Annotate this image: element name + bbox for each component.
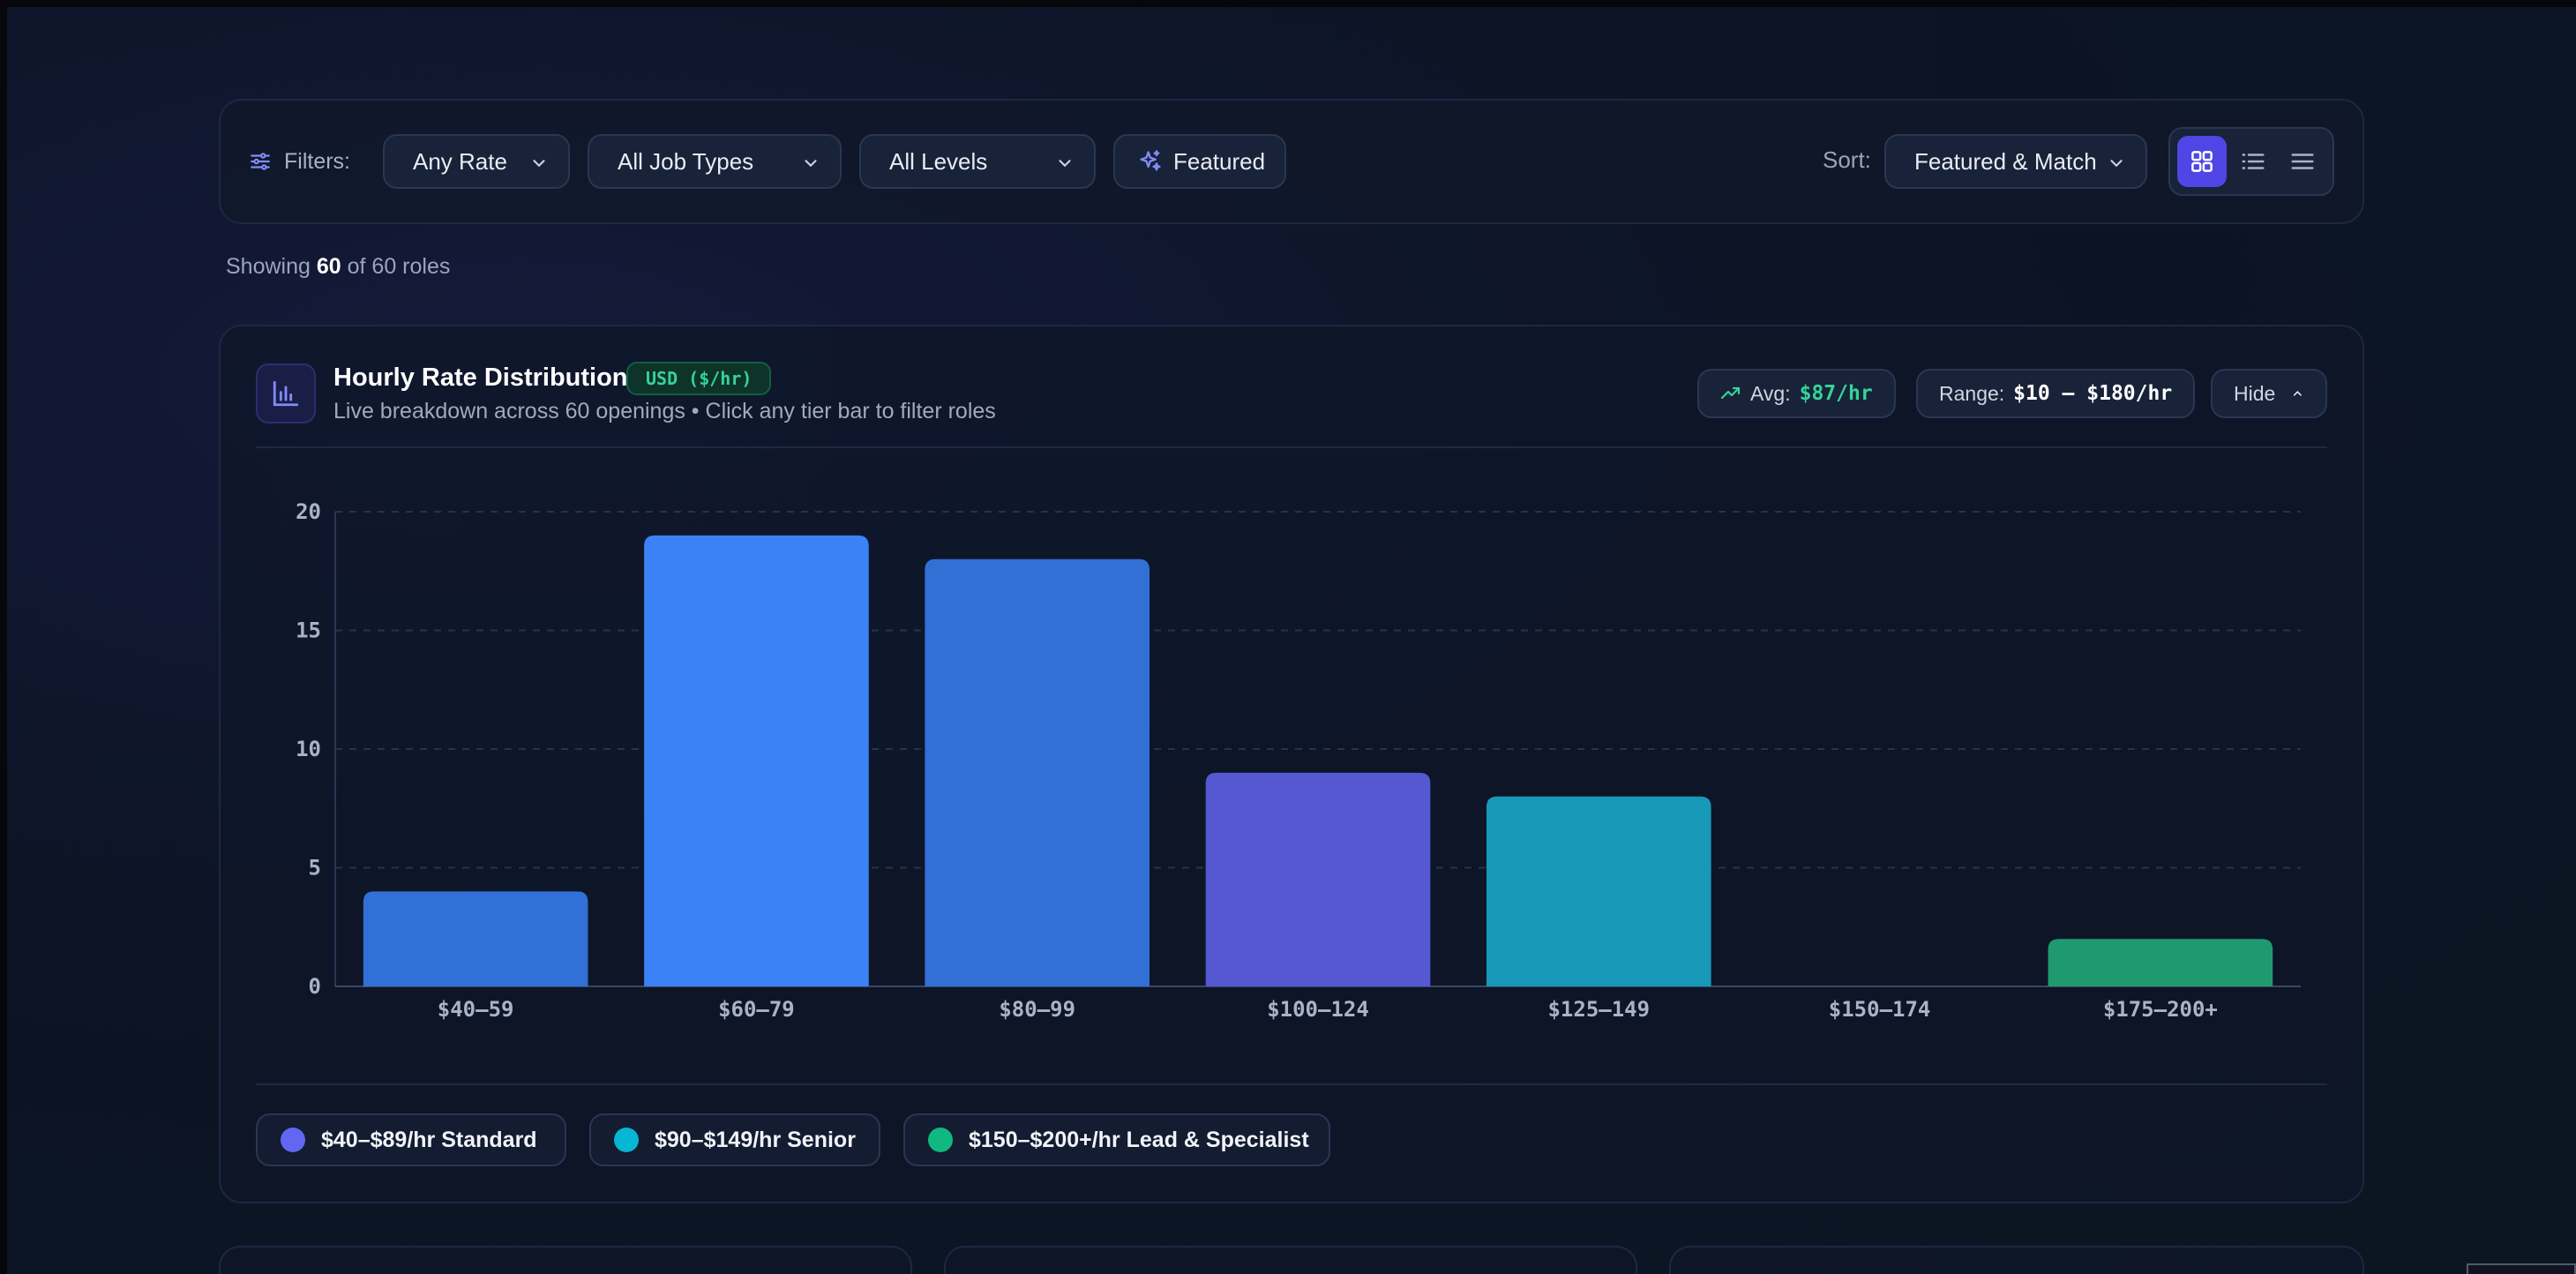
legend-divider [256, 1083, 2327, 1085]
bar-2[interactable] [644, 535, 869, 986]
currency-badge: USD ($/hr) [626, 362, 772, 395]
avg-label: Avg: [1750, 381, 1791, 405]
window-frame-left [0, 0, 7, 1274]
filters-label-group: Filters: [249, 146, 350, 176]
avg-rate-chip: Avg: $87/hr [1697, 369, 1896, 418]
legend-lead[interactable]: $150–$200+/hr Lead & Specialist [903, 1113, 1330, 1166]
y-tick-label: 5 [309, 856, 321, 881]
card-header-divider [256, 446, 2327, 448]
rate-distribution-card [219, 325, 2364, 1203]
sort-value: Featured & Match [1914, 147, 2097, 175]
bar-3[interactable] [925, 558, 1150, 986]
legend-senior-label: $90–$149/hr Senior [655, 1127, 856, 1152]
range-value: $10 – $180/hr [2013, 382, 2173, 405]
card-icon-tile [256, 363, 316, 423]
rate-filter-value: Any Rate [413, 147, 507, 175]
grid-icon [2191, 151, 2213, 172]
role-card-3[interactable] [1669, 1246, 2364, 1274]
sort-select[interactable]: Featured & Match [1884, 134, 2147, 189]
compact-view-button[interactable] [2278, 136, 2327, 187]
legend-senior[interactable]: $90–$149/hr Senior [589, 1113, 880, 1166]
results-suffix: of 60 roles [347, 254, 451, 279]
window-corner-thumbnail [2467, 1263, 2576, 1274]
hide-label: Hide [2234, 381, 2276, 405]
x-tick-label: $175–200+ [2103, 997, 2218, 1022]
job-type-filter-value: All Job Types [618, 147, 754, 175]
y-tick-label: 0 [309, 974, 321, 999]
x-tick-label: $40–59 [438, 997, 514, 1022]
sort-label: Sort: [1823, 146, 1871, 173]
x-tick-label: $150–174 [1829, 997, 1931, 1022]
legend-senior-dot [614, 1128, 639, 1152]
legend-standard-dot [281, 1128, 305, 1152]
legend-standard-label: $40–$89/hr Standard [321, 1127, 537, 1152]
results-count-number: 60 [316, 254, 341, 279]
view-mode-toggle [2168, 127, 2334, 196]
card-subtitle: Live breakdown across 60 openings • Clic… [333, 399, 996, 423]
chevron-down-icon [1059, 160, 1071, 168]
rate-filter-select[interactable]: Any Rate [383, 134, 570, 189]
grid-view-button[interactable] [2177, 136, 2227, 187]
featured-filter-button[interactable]: Featured [1113, 134, 1286, 189]
results-count: Showing 60 of 60 roles [226, 254, 450, 280]
role-card-2[interactable] [944, 1246, 1637, 1274]
legend-standard[interactable]: $40–$89/hr Standard [256, 1113, 566, 1166]
chevron-down-icon [2110, 160, 2123, 168]
y-tick-label: 20 [296, 499, 321, 524]
y-tick-label: 15 [296, 618, 321, 643]
bar-7[interactable] [2048, 939, 2273, 986]
bar-chart-icon [273, 380, 299, 407]
legend-lead-label: $150–$200+/hr Lead & Specialist [969, 1127, 1309, 1152]
list-view-button[interactable] [2228, 136, 2278, 187]
window-frame-top [0, 0, 2576, 7]
level-filter-select[interactable]: All Levels [859, 134, 1096, 189]
x-tick-label: $80–99 [999, 997, 1075, 1022]
card-title: Hourly Rate Distribution [333, 363, 628, 392]
y-tick-label: 10 [296, 737, 321, 761]
x-tick-label: $100–124 [1267, 997, 1369, 1022]
list-icon [2242, 154, 2265, 169]
sliders-icon [251, 153, 270, 170]
chevron-down-icon [533, 160, 545, 168]
filters-label: Filters: [284, 148, 350, 174]
featured-label: Featured [1173, 147, 1266, 175]
x-tick-label: $125–149 [1547, 997, 1650, 1022]
range-label: Range: [1939, 381, 2005, 405]
range-chip: Range: $10 – $180/hr [1916, 369, 2196, 418]
x-tick-label: $60–79 [718, 997, 795, 1022]
compact-list-icon [2291, 154, 2314, 169]
chevron-up-icon [2294, 391, 2303, 396]
trending-up-icon [1720, 386, 1741, 400]
bar-1[interactable] [363, 891, 588, 986]
hide-chart-button[interactable]: Hide [2211, 369, 2327, 418]
bar-4[interactable] [1205, 772, 1431, 986]
level-filter-value: All Levels [889, 147, 988, 175]
results-prefix: Showing [226, 254, 311, 279]
avg-value: $87/hr [1799, 382, 1873, 405]
job-type-filter-select[interactable]: All Job Types [588, 134, 842, 189]
sparkles-icon [1140, 150, 1161, 171]
bar-5[interactable] [1486, 796, 1711, 986]
chevron-down-icon [805, 160, 817, 168]
role-card-1[interactable] [219, 1246, 912, 1274]
legend-lead-dot [928, 1128, 953, 1152]
